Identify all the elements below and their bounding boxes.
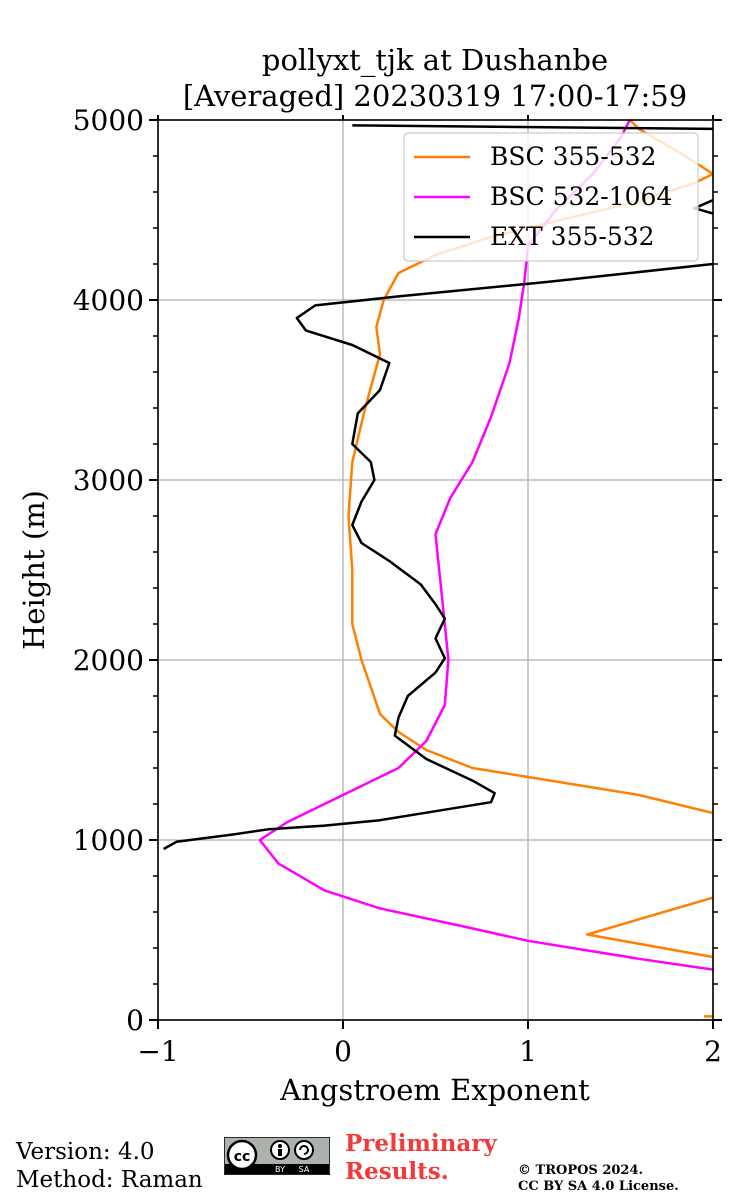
y-tick-label: 2000	[73, 644, 144, 677]
version-text: Version: 4.0	[16, 1139, 155, 1165]
cc-by-sa-license-badge: cc BY SA	[224, 1137, 330, 1175]
by-icon-head	[278, 1144, 282, 1148]
y-axis-label: Height (m)	[17, 490, 51, 650]
copyright-line1: © TROPOS 2024.	[518, 1163, 644, 1178]
version-info: Version: 4.0 Method: Raman	[16, 1138, 203, 1194]
chart-title-line1: pollyxt_tjk at Dushanbe	[262, 43, 608, 78]
by-icon-body	[278, 1149, 282, 1156]
sa-icon-arrow	[299, 1145, 309, 1155]
sa-label: SA	[299, 1165, 310, 1174]
y-tick-label: 4000	[73, 284, 144, 317]
method-text: Method: Raman	[16, 1167, 203, 1193]
preliminary-line2: Results.	[345, 1158, 449, 1185]
preliminary-results-note: Preliminary Results.	[345, 1130, 497, 1186]
x-axis-label: Angstroem Exponent	[279, 1073, 590, 1107]
x-tick-label: 1	[519, 1035, 537, 1068]
plot-area-frame	[157, 119, 714, 1021]
y-tick-label: 3000	[73, 464, 144, 497]
legend-label-ext-355-532: EXT 355-532	[490, 222, 655, 251]
preliminary-line1: Preliminary	[345, 1130, 497, 1157]
legend-label-bsc-355-532: BSC 355-532	[490, 142, 656, 171]
copyright-note: © TROPOS 2024. CC BY SA 4.0 License.	[518, 1163, 679, 1195]
y-tick-label: 1000	[73, 824, 144, 857]
sa-icon	[294, 1140, 314, 1160]
x-tick-label: −1	[137, 1035, 178, 1068]
cc-icon	[226, 1139, 258, 1171]
legend-box	[403, 132, 699, 262]
series-line-bsc-532-1064	[258, 120, 713, 971]
legend: BSC 355-532 BSC 532-1064 EXT 355-532	[403, 132, 699, 262]
y-tick-label: 0	[126, 1004, 144, 1037]
by-label: BY	[275, 1165, 285, 1174]
chart-title-line2: [Averaged] 20230319 17:00-17:59	[183, 79, 687, 113]
legend-label-bsc-532-1064: BSC 532-1064	[490, 182, 672, 211]
cc-icon-text: cc	[234, 1149, 251, 1165]
copyright-line2: CC BY SA 4.0 License.	[518, 1179, 679, 1194]
x-tick-label: 2	[704, 1035, 722, 1068]
series-line-ext-355-532	[162, 124, 713, 851]
y-tick-label: 5000	[73, 104, 144, 137]
x-tick-label: 0	[334, 1035, 352, 1068]
